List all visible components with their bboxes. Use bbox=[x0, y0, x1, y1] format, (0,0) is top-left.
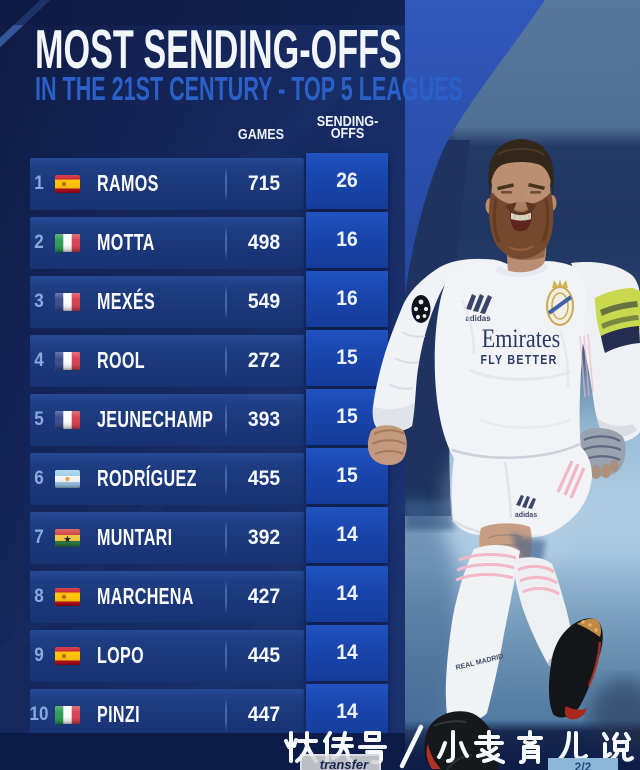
svg-text:adidas: adidas bbox=[515, 512, 537, 519]
svg-text:FLY BETTER: FLY BETTER bbox=[480, 353, 557, 367]
svg-text:transfer: transfer bbox=[320, 757, 369, 770]
svg-text:2/2: 2/2 bbox=[575, 760, 592, 770]
svg-text:Emirates: Emirates bbox=[482, 325, 560, 353]
svg-text:adidas: adidas bbox=[465, 314, 491, 323]
